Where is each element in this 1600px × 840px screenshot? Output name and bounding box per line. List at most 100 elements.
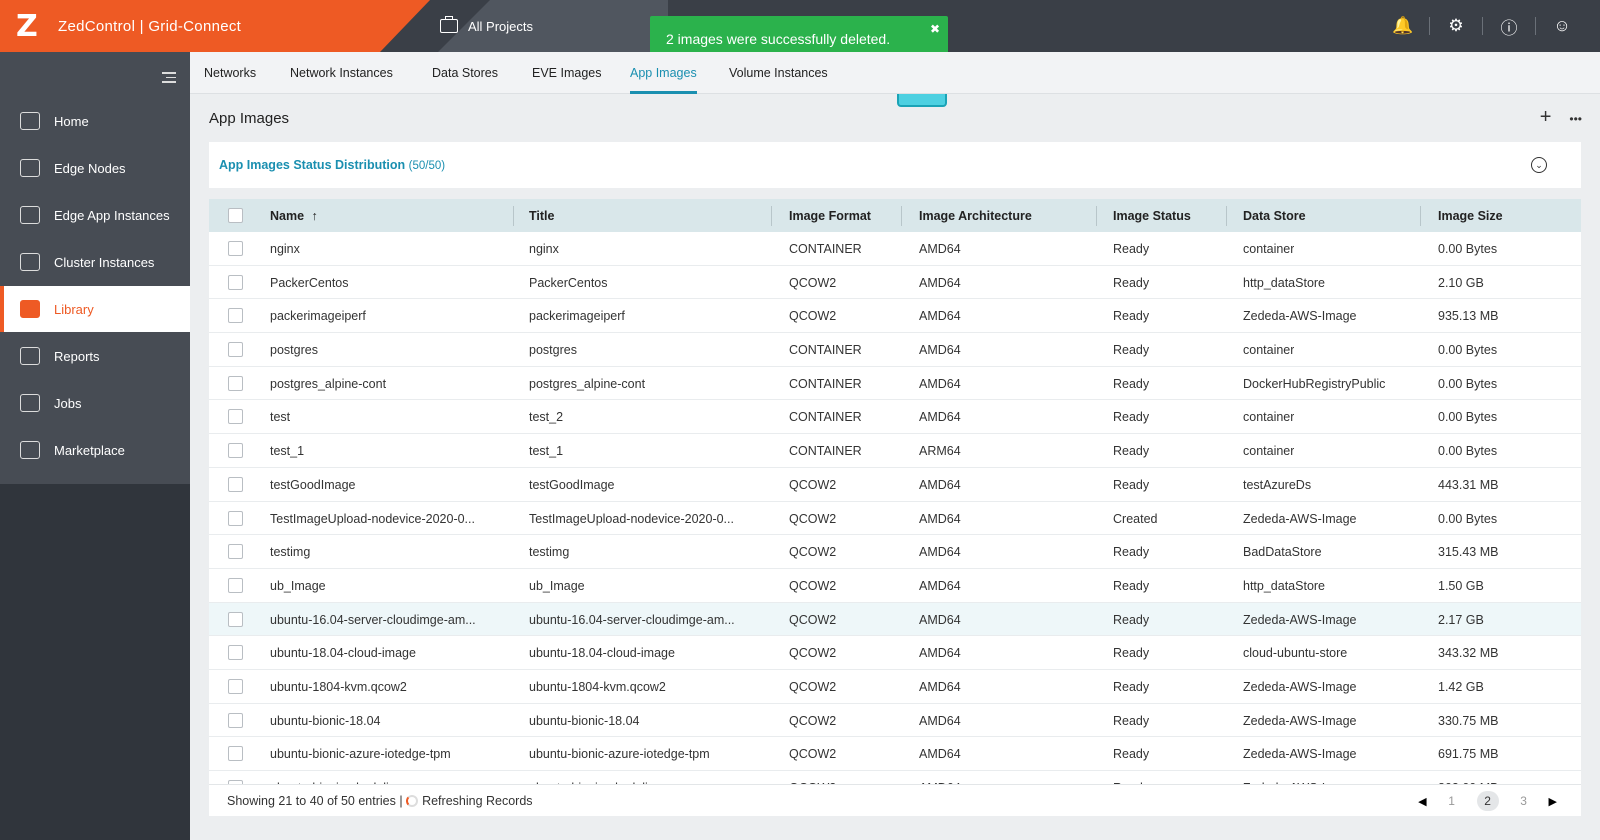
column-header-image-size[interactable]: Image Size — [1438, 209, 1503, 223]
cell-name: ub_Image — [270, 578, 326, 593]
table-row[interactable]: ubuntu-bionic-azure-iotedge-tpm ubuntu-bi… — [209, 737, 1581, 771]
table-row[interactable]: postgres_alpine-cont postgres_alpine-cont… — [209, 367, 1581, 401]
column-divider[interactable] — [901, 206, 902, 226]
row-checkbox[interactable] — [228, 544, 243, 560]
cell-image-size: 330.75 MB — [1438, 713, 1499, 728]
table-row[interactable]: ubuntu-18.04-cloud-image ubuntu-18.04-clo… — [209, 636, 1581, 670]
bell-icon[interactable]: 🔔 — [1392, 16, 1414, 35]
sidebar-item-library[interactable]: Library — [0, 286, 190, 332]
project-selector[interactable]: All Projects — [440, 0, 533, 52]
project-label: All Projects — [468, 18, 534, 34]
next-page-icon[interactable]: ▶ — [1548, 795, 1557, 808]
table-row[interactable]: TestImageUpload-nodevice-2020-0... TestIm… — [209, 502, 1581, 536]
sidebar-item-label: Cluster Instances — [54, 254, 155, 270]
cell-image-architecture: AMD64 — [919, 511, 961, 526]
add-icon[interactable]: + — [1539, 106, 1552, 128]
tab-data-stores[interactable]: Data Stores — [432, 66, 499, 80]
row-checkbox[interactable] — [228, 678, 243, 694]
column-header-title[interactable]: Title — [529, 209, 555, 223]
column-divider[interactable] — [771, 206, 772, 226]
select-all-checkbox[interactable] — [228, 208, 243, 223]
table-row[interactable]: ubuntu-bionic-18.04 ubuntu-bionic-18.04 QC… — [209, 704, 1581, 738]
cell-data-store: container — [1243, 444, 1295, 459]
table-row[interactable]: testimg testimg QCOW2 AMD64 Ready BadDataStor… — [209, 535, 1581, 569]
tab-eve-images[interactable]: EVE Images — [532, 66, 602, 80]
row-checkbox[interactable] — [228, 780, 243, 784]
row-checkbox[interactable] — [228, 308, 243, 324]
table-row[interactable]: ubuntu-1804-kvm.qcow2 ubuntu-1804-kvm.qco… — [209, 670, 1581, 704]
cell-title: testimg — [529, 545, 570, 560]
cell-data-store: Zededa-AWS-Image — [1243, 747, 1357, 762]
cell-data-store: http_dataStore — [1243, 578, 1326, 593]
column-header-name[interactable]: Name ↑ — [270, 209, 318, 223]
row-checkbox[interactable] — [228, 274, 243, 290]
cell-image-status: Ready — [1113, 242, 1150, 256]
column-header-image-status[interactable]: Image Status — [1113, 209, 1191, 223]
row-checkbox[interactable] — [228, 342, 243, 358]
cell-image-status: Ready — [1113, 747, 1150, 762]
zededa-logo[interactable]: Z — [16, 8, 38, 44]
column-divider[interactable] — [513, 206, 514, 226]
row-checkbox[interactable] — [228, 241, 243, 256]
table-row[interactable]: ubuntu-bionic-gkodaliubuntu-bionic-gkoda… — [209, 771, 1581, 784]
cell-image-architecture: AMD64 — [919, 309, 961, 324]
cell-name: ubuntu-bionic-azure-iotedge-tpm — [270, 747, 451, 762]
table-row[interactable]: ubuntu-16.04-server-cloudimge-am... ubunt… — [209, 602, 1581, 637]
row-checkbox[interactable] — [228, 746, 243, 762]
row-checkbox[interactable] — [228, 645, 243, 661]
more-options-icon[interactable]: ••• — [1569, 112, 1582, 126]
sort-ascending-icon[interactable]: ↑ — [308, 209, 318, 223]
row-checkbox[interactable] — [228, 611, 243, 627]
status-distribution-card[interactable]: App Images Status Distribution (50/50) ⌄ — [209, 142, 1581, 188]
page-3[interactable]: 3 — [1520, 794, 1527, 808]
sidebar-item-edge-app-instances[interactable]: Edge App Instances — [0, 192, 190, 238]
column-divider[interactable] — [1226, 206, 1227, 226]
tab-volume-instances[interactable]: Volume Instances — [729, 66, 828, 80]
column-header-data-store[interactable]: Data Store — [1243, 209, 1306, 223]
page-2[interactable]: 2 — [1476, 791, 1499, 811]
sidebar-item-reports[interactable]: Reports — [0, 333, 190, 379]
table-row[interactable]: test_1 test_1 CONTAINER ARM64 Ready container… — [209, 434, 1581, 468]
tab-network-instances[interactable]: Network Instances — [290, 66, 393, 80]
divider — [1429, 17, 1430, 35]
help-icon[interactable]: ⓘ — [1500, 18, 1518, 38]
row-checkbox[interactable] — [228, 375, 243, 391]
table-row[interactable]: PackerCentos PackerCentos QCOW2 AMD64 Ready h… — [209, 266, 1581, 300]
row-checkbox[interactable] — [228, 443, 243, 459]
row-checkbox[interactable] — [228, 409, 243, 425]
page-1[interactable]: 1 — [1448, 794, 1455, 808]
cell-title: ub_Image — [529, 578, 585, 593]
gear-icon[interactable]: ⚙ — [1448, 16, 1464, 35]
sidebar-item-jobs[interactable]: Jobs — [0, 380, 190, 426]
cell-title: ubuntu-16.04-server-cloudimge-am... — [529, 612, 735, 627]
tab-app-images[interactable]: App Images — [630, 66, 697, 94]
menu-collapse-icon[interactable] — [162, 72, 176, 86]
row-checkbox[interactable] — [228, 712, 243, 728]
row-checkbox[interactable] — [228, 577, 243, 593]
user-icon[interactable]: ☺ — [1553, 16, 1571, 35]
column-header-image-format[interactable]: Image Format — [789, 209, 871, 223]
table-row[interactable]: ub_Image ub_Image QCOW2 AMD64 Ready http_data… — [209, 569, 1581, 603]
tab-networks[interactable]: Networks — [204, 66, 257, 80]
chevron-down-icon[interactable]: ⌄ — [1531, 157, 1547, 173]
sidebar-item-home[interactable]: Home — [0, 98, 190, 144]
column-header-image-architecture[interactable]: Image Architecture — [919, 209, 1032, 223]
row-checkbox[interactable] — [228, 510, 243, 526]
sidebar-item-edge-nodes[interactable]: Edge Nodes — [0, 145, 190, 191]
column-divider[interactable] — [1096, 206, 1097, 226]
sidebar-item-label: Jobs — [54, 395, 82, 411]
sidebar-item-cluster-instances[interactable]: Cluster Instances — [0, 239, 190, 285]
cell-data-store: cloud-ubuntu-store — [1243, 646, 1348, 661]
close-icon[interactable]: ✖ — [929, 22, 940, 36]
table-row[interactable]: nginx nginx CONTAINER AMD64 Ready container 0.… — [209, 232, 1581, 266]
row-checkbox[interactable] — [228, 476, 243, 492]
table-row[interactable]: test test_2 CONTAINER AMD64 Ready container 0.… — [209, 400, 1581, 435]
column-divider[interactable] — [1420, 206, 1421, 226]
table-row[interactable]: postgres postgres CONTAINER AMD64 Ready conta… — [209, 333, 1581, 367]
table-row[interactable]: packerimageiperf packerimageiperf QCOW2 AMD… — [209, 299, 1581, 334]
table-row[interactable]: testGoodImage testGoodImage QCOW2 AMD64 Read… — [209, 468, 1581, 502]
prev-page-icon[interactable]: ◀ — [1418, 795, 1427, 808]
cell-image-format: QCOW2 — [789, 646, 837, 661]
sidebar-item-marketplace[interactable]: Marketplace — [0, 427, 190, 473]
showing-text: Showing 21 to 40 of 50 entries | — [227, 794, 403, 808]
